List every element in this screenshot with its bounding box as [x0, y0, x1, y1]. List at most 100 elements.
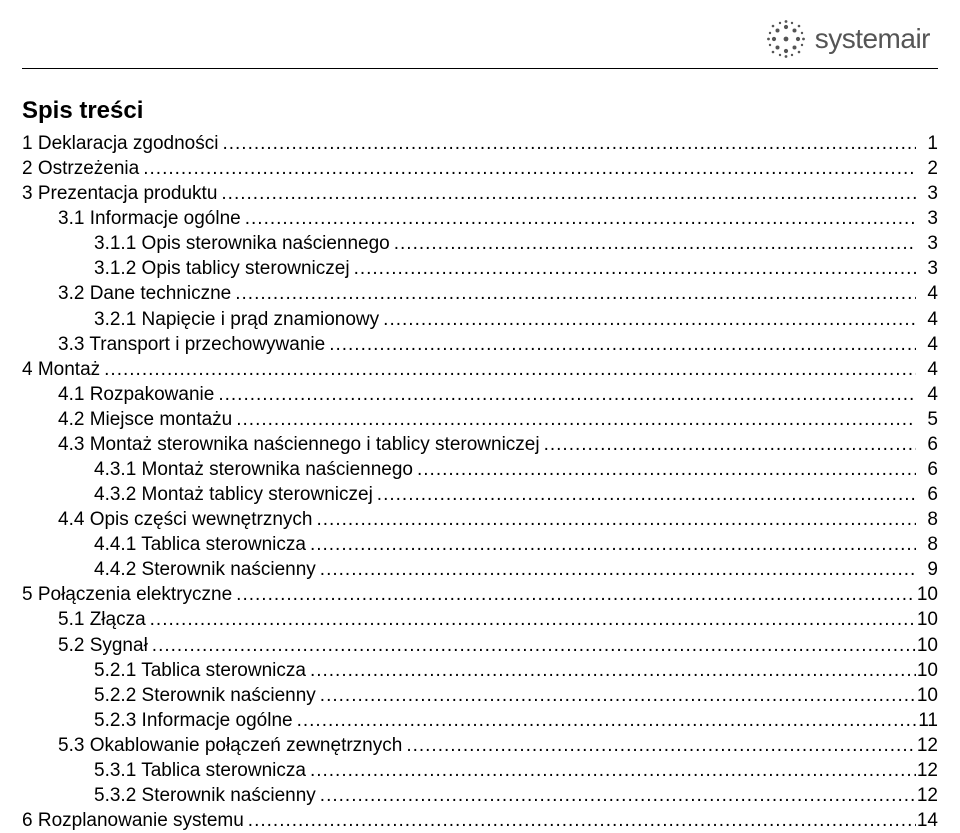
toc-entry-label: 4.3.1 Montaż sterownika naściennego	[94, 457, 413, 482]
toc-leader-dots	[139, 156, 916, 181]
toc-entry-page: 3	[916, 206, 938, 231]
toc-entry-page: 12	[916, 733, 938, 758]
toc-entry-label: 4.3.2 Montaż tablicy sterowniczej	[94, 482, 373, 507]
toc-leader-dots	[232, 582, 916, 607]
toc-leader-dots	[316, 557, 916, 582]
toc-leader-dots	[540, 432, 916, 457]
toc-entry-page: 3	[916, 256, 938, 281]
toc-entry-label: 3.3 Transport i przechowywanie	[58, 332, 325, 357]
table-of-contents: 1 Deklaracja zgodności12 Ostrzeżenia23 P…	[22, 131, 938, 833]
toc-leader-dots	[146, 607, 916, 632]
toc-entry-label: 5.2.3 Informacje ogólne	[94, 708, 293, 733]
toc-entry-label: 3.2.1 Napięcie i prąd znamionowy	[94, 307, 379, 332]
toc-entry-label: 3.1.2 Opis tablicy sterowniczej	[94, 256, 350, 281]
toc-entry-page: 14	[916, 808, 938, 833]
toc-row: 4.3.1 Montaż sterownika naściennego 6	[22, 457, 938, 482]
toc-entry-page: 3	[916, 231, 938, 256]
toc-leader-dots	[293, 708, 916, 733]
toc-entry-page: 9	[916, 557, 938, 582]
toc-row: 5.2.3 Informacje ogólne 11	[22, 708, 938, 733]
toc-entry-page: 6	[916, 432, 938, 457]
systemair-logo-icon	[765, 18, 807, 60]
toc-leader-dots	[218, 131, 916, 156]
toc-row: 5.3.2 Sterownik naścienny 12	[22, 783, 938, 808]
toc-row: 4.3 Montaż sterownika naściennego i tabl…	[22, 432, 938, 457]
toc-leader-dots	[100, 357, 916, 382]
toc-entry-label: 5.3 Okablowanie połączeń zewnętrznych	[58, 733, 402, 758]
toc-leader-dots	[350, 256, 916, 281]
toc-entry-label: 4 Montaż	[22, 357, 100, 382]
toc-entry-page: 10	[916, 582, 938, 607]
toc-entry-page: 6	[916, 457, 938, 482]
toc-row: 4.4.2 Sterownik naścienny 9	[22, 557, 938, 582]
toc-row: 4.4.1 Tablica sterownicza8	[22, 532, 938, 557]
toc-entry-label: 5.1 Złącza	[58, 607, 146, 632]
toc-row: 4.1 Rozpakowanie 4	[22, 382, 938, 407]
toc-entry-page: 10	[916, 607, 938, 632]
toc-entry-page: 3	[916, 181, 938, 206]
toc-leader-dots	[313, 507, 917, 532]
toc-row: 6 Rozplanowanie systemu14	[22, 808, 938, 833]
toc-entry-page: 4	[916, 357, 938, 382]
toc-entry-label: 4.4.2 Sterownik naścienny	[94, 557, 316, 582]
toc-row: 4.4 Opis części wewnętrznych 8	[22, 507, 938, 532]
toc-row: 5.3 Okablowanie połączeń zewnętrznych 12	[22, 733, 938, 758]
toc-entry-label: 5.2.2 Sterownik naścienny	[94, 683, 316, 708]
toc-entry-page: 10	[916, 633, 938, 658]
toc-leader-dots	[231, 281, 916, 306]
toc-row: 5.1 Złącza 10	[22, 607, 938, 632]
toc-row: 1 Deklaracja zgodności 1	[22, 131, 938, 156]
toc-row: 2 Ostrzeżenia 2	[22, 156, 938, 181]
toc-entry-page: 1	[916, 131, 938, 156]
toc-row: 3.1.2 Opis tablicy sterowniczej 3	[22, 256, 938, 281]
toc-entry-page: 8	[916, 507, 938, 532]
toc-row: 3.2 Dane techniczne4	[22, 281, 938, 306]
toc-entry-page: 11	[916, 708, 938, 733]
brand-name: systemair	[815, 23, 930, 55]
toc-leader-dots	[217, 181, 916, 206]
toc-leader-dots	[316, 783, 916, 808]
toc-row: 3.1.1 Opis sterownika naściennego 3	[22, 231, 938, 256]
toc-leader-dots	[306, 532, 916, 557]
toc-row: 3.2.1 Napięcie i prąd znamionowy 4	[22, 307, 938, 332]
toc-row: 5 Połączenia elektryczne 10	[22, 582, 938, 607]
toc-entry-label: 2 Ostrzeżenia	[22, 156, 139, 181]
toc-entry-page: 5	[916, 407, 938, 432]
toc-entry-page: 4	[916, 382, 938, 407]
toc-entry-page: 12	[916, 783, 938, 808]
toc-entry-label: 1 Deklaracja zgodności	[22, 131, 218, 156]
toc-leader-dots	[373, 482, 916, 507]
toc-entry-page: 2	[916, 156, 938, 181]
toc-entry-label: 4.1 Rozpakowanie	[58, 382, 214, 407]
toc-row: 4 Montaż 4	[22, 357, 938, 382]
toc-entry-page: 10	[916, 658, 938, 683]
toc-entry-label: 4.2 Miejsce montażu	[58, 407, 232, 432]
toc-leader-dots	[402, 733, 916, 758]
toc-leader-dots	[241, 206, 916, 231]
toc-entry-label: 4.4.1 Tablica sterownicza	[94, 532, 306, 557]
toc-row: 3.3 Transport i przechowywanie4	[22, 332, 938, 357]
toc-title: Spis treści	[22, 97, 938, 125]
brand-logo: systemair	[765, 18, 930, 60]
toc-entry-label: 4.3 Montaż sterownika naściennego i tabl…	[58, 432, 540, 457]
toc-entry-label: 5 Połączenia elektryczne	[22, 582, 232, 607]
toc-leader-dots	[244, 808, 916, 833]
toc-row: 5.2 Sygnał 10	[22, 633, 938, 658]
toc-leader-dots	[316, 683, 916, 708]
toc-entry-label: 3.1.1 Opis sterownika naściennego	[94, 231, 390, 256]
toc-entry-label: 5.2 Sygnał	[58, 633, 148, 658]
toc-leader-dots	[413, 457, 916, 482]
content: Spis treści 1 Deklaracja zgodności12 Ost…	[0, 69, 960, 833]
toc-row: 5.2.1 Tablica sterownicza 10	[22, 658, 938, 683]
toc-entry-label: 3 Prezentacja produktu	[22, 181, 217, 206]
toc-row: 4.2 Miejsce montażu 5	[22, 407, 938, 432]
toc-entry-label: 5.3.2 Sterownik naścienny	[94, 783, 316, 808]
toc-entry-label: 5.3.1 Tablica sterownicza	[94, 758, 306, 783]
toc-leader-dots	[306, 658, 916, 683]
toc-leader-dots	[379, 307, 916, 332]
toc-entry-label: 5.2.1 Tablica sterownicza	[94, 658, 306, 683]
toc-entry-label: 4.4 Opis części wewnętrznych	[58, 507, 313, 532]
toc-entry-page: 12	[916, 758, 938, 783]
toc-row: 3 Prezentacja produktu 3	[22, 181, 938, 206]
toc-entry-page: 4	[916, 307, 938, 332]
